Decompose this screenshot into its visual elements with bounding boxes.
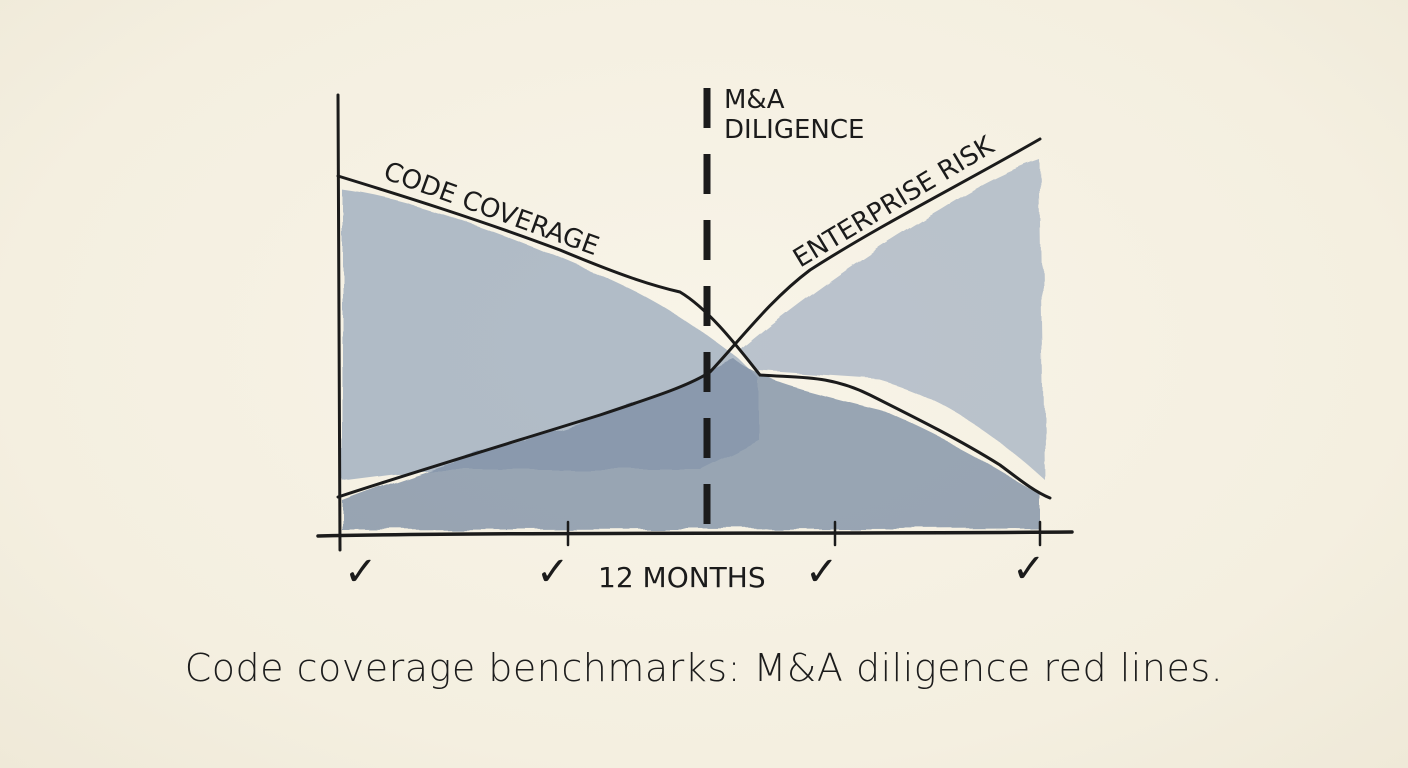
check-icon: ✓ xyxy=(805,549,839,595)
check-icon: ✓ xyxy=(344,549,378,595)
check-icon: ✓ xyxy=(536,549,570,595)
x-axis-label: 12 MONTHS xyxy=(598,561,766,594)
x-axis xyxy=(316,530,1074,538)
check-icon: ✓ xyxy=(1012,546,1046,592)
watercolor-wash xyxy=(342,160,1045,530)
code-coverage-line xyxy=(336,174,1052,500)
enterprise-risk-line xyxy=(336,137,1042,499)
milestone-label-line1: M&A xyxy=(724,85,785,115)
milestone-label-line2: DILIGENCE xyxy=(724,115,864,145)
y-axis xyxy=(336,93,342,552)
axes xyxy=(316,93,1074,552)
chart-caption: Code coverage benchmarks: M&A diligence … xyxy=(184,646,1224,690)
